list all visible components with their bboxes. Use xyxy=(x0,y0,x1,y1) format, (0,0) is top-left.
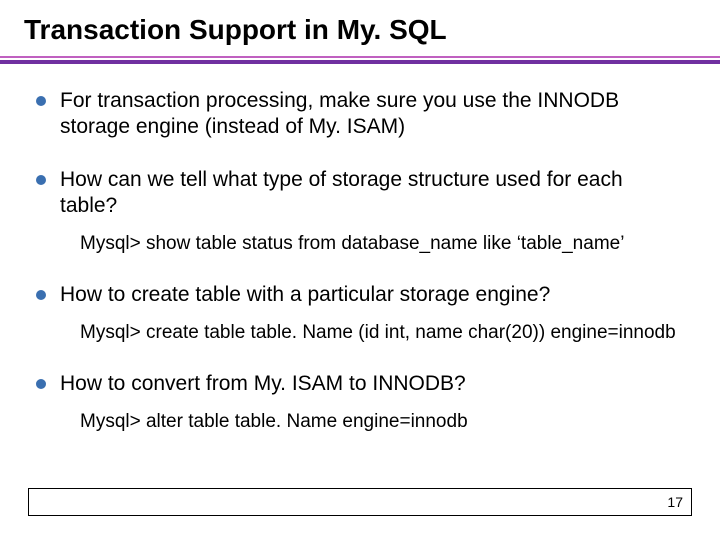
bullet-icon xyxy=(36,96,46,106)
divider-thin xyxy=(0,56,720,58)
title-divider xyxy=(0,56,720,64)
slide-content: For transaction processing, make sure yo… xyxy=(28,64,692,434)
footer-box: 17 xyxy=(28,488,692,516)
list-item: How to create table with a particular st… xyxy=(36,282,684,308)
slide-container: Transaction Support in My. SQL For trans… xyxy=(0,0,720,540)
bullet-icon xyxy=(36,290,46,300)
bullet-text: How can we tell what type of storage str… xyxy=(60,167,684,220)
code-line: Mysql> create table table. Name (id int,… xyxy=(80,322,684,345)
slide-title: Transaction Support in My. SQL xyxy=(24,14,692,46)
code-line: Mysql> alter table table. Name engine=in… xyxy=(80,411,684,434)
bullet-text: How to create table with a particular st… xyxy=(60,282,550,308)
bullet-icon xyxy=(36,175,46,185)
list-item: How can we tell what type of storage str… xyxy=(36,167,684,220)
page-number: 17 xyxy=(667,494,683,510)
code-line: Mysql> show table status from database_n… xyxy=(80,233,684,256)
bullet-text: For transaction processing, make sure yo… xyxy=(60,88,684,141)
bullet-text: How to convert from My. ISAM to INNODB? xyxy=(60,371,466,397)
bullet-icon xyxy=(36,379,46,389)
list-item: How to convert from My. ISAM to INNODB? xyxy=(36,371,684,397)
list-item: For transaction processing, make sure yo… xyxy=(36,88,684,141)
